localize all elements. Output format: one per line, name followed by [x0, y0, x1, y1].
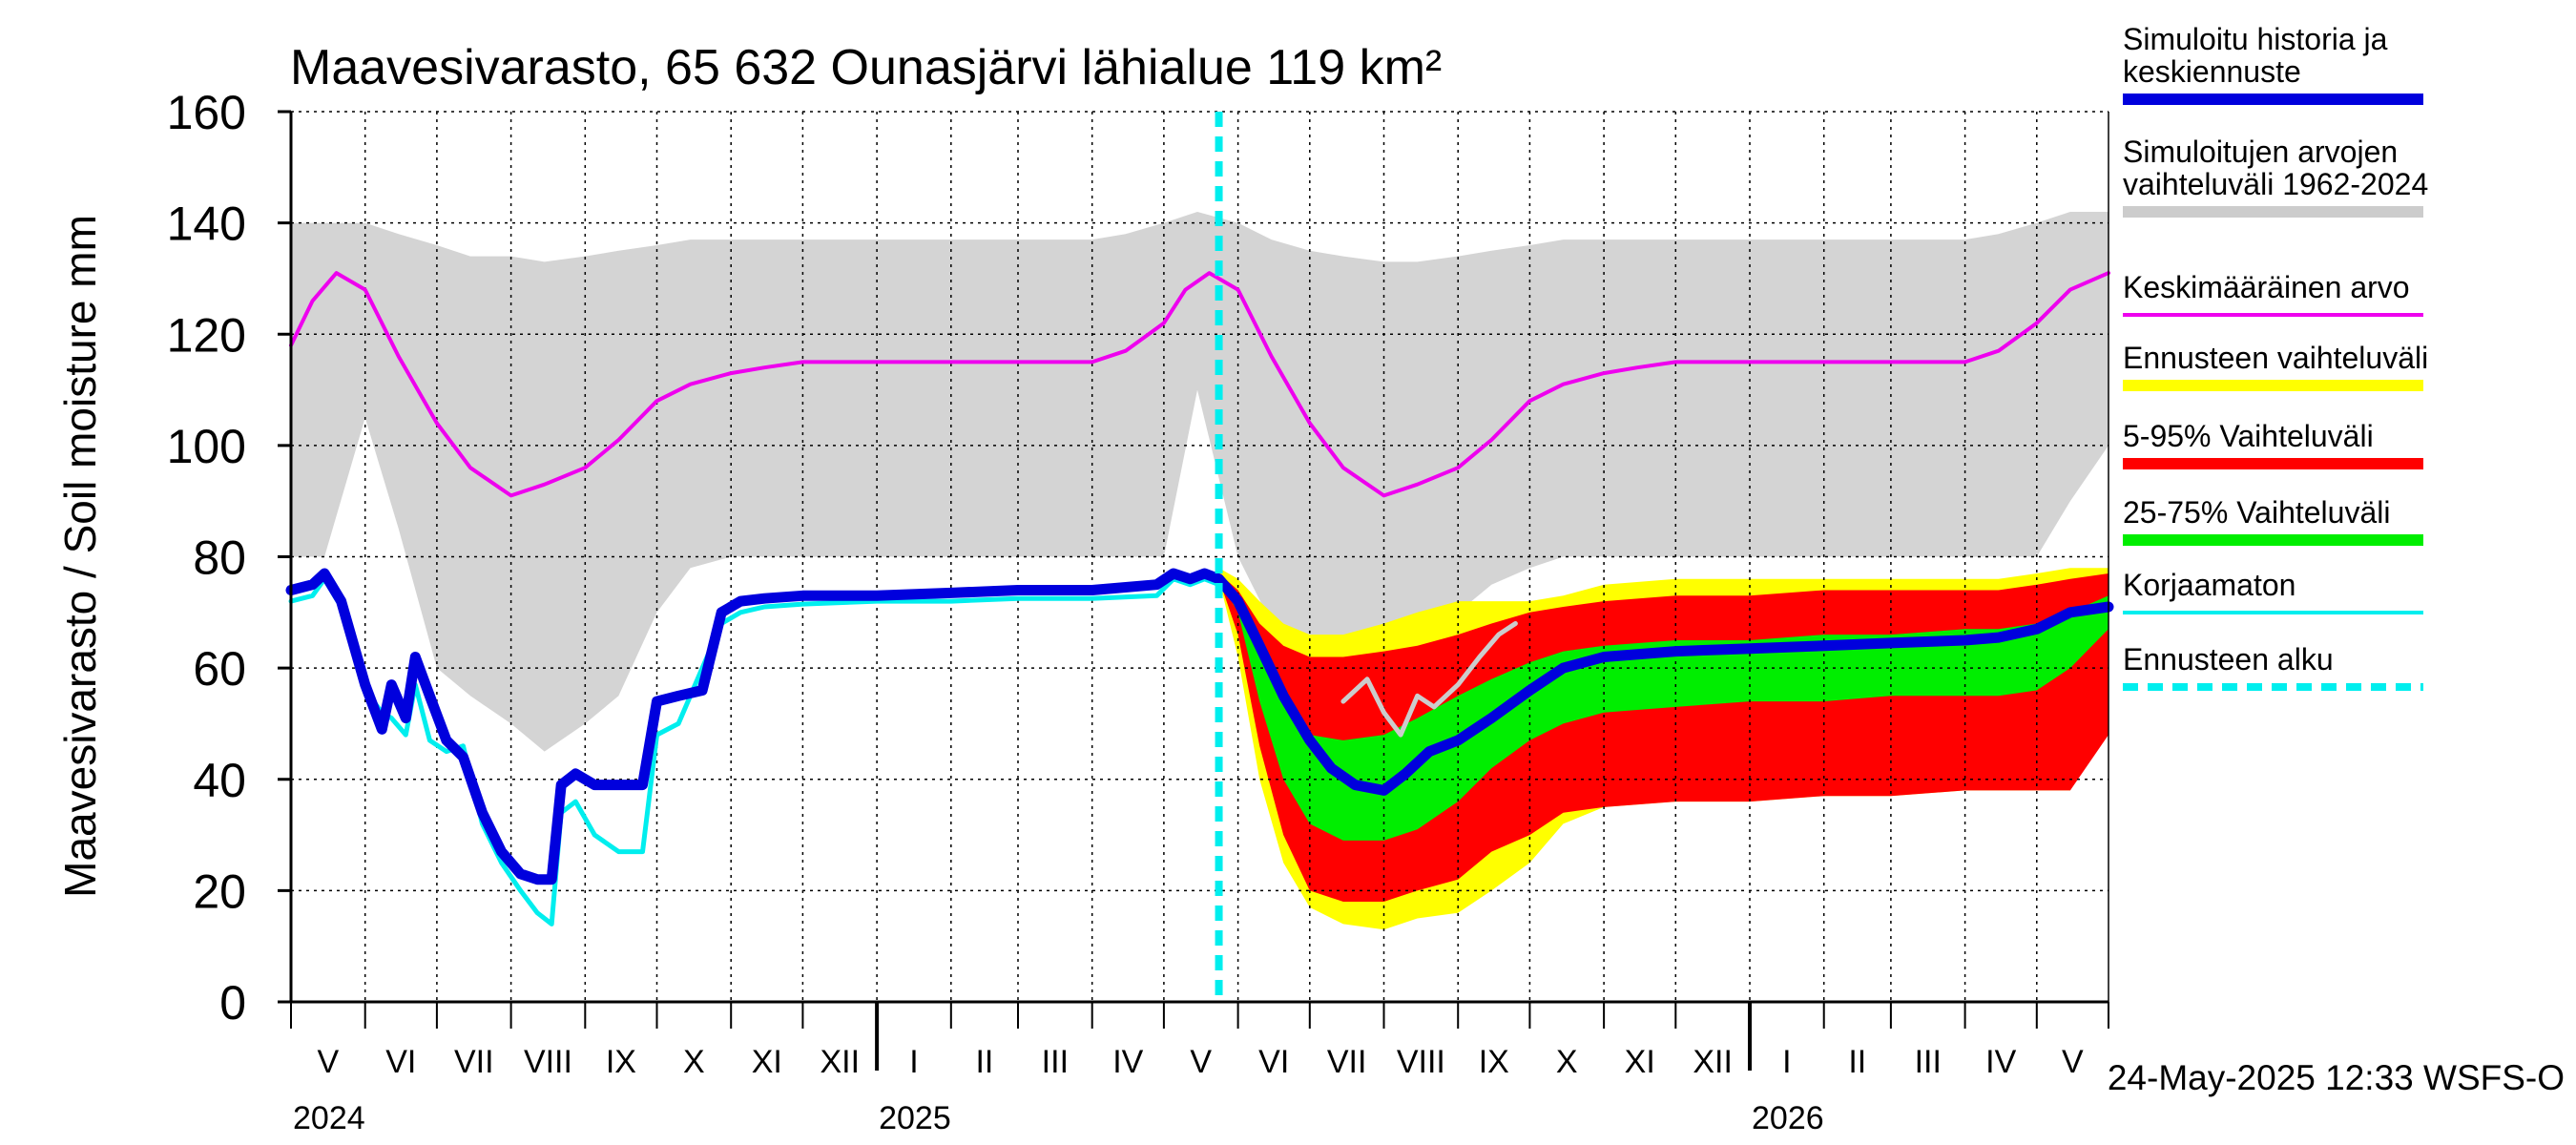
plot-lines	[285, 112, 2114, 1002]
y-tick-label: 60	[193, 642, 246, 696]
legend-label: Ennusteen vaihteluväli	[2123, 341, 2428, 375]
y-tick-label: 20	[193, 864, 246, 918]
plot-frame	[278, 110, 2109, 1071]
month-label: IV	[1985, 1044, 2016, 1080]
mean-line	[289, 271, 2110, 498]
y-tick-label: 40	[193, 754, 246, 807]
year-label: 2024	[293, 1100, 365, 1136]
legend-label: Simuloitujen arvojen	[2123, 135, 2398, 169]
month-label: X	[683, 1044, 705, 1080]
chart-title: Maavesivarasto, 65 632 Ounasjärvi lähial…	[290, 40, 1442, 95]
y-tick-label: 0	[219, 976, 246, 1030]
uncorrected-line	[288, 576, 1222, 926]
month-label: VIII	[524, 1044, 572, 1080]
month-label: V	[318, 1044, 340, 1080]
month-label: VIII	[1397, 1044, 1445, 1080]
y-tick-label: 80	[193, 531, 246, 585]
month-label: X	[1556, 1044, 1578, 1080]
plot-fills	[291, 212, 2109, 930]
legend-label: 25-75% Vaihteluväli	[2123, 495, 2390, 530]
month-label: III	[1915, 1044, 1942, 1080]
month-label: IX	[606, 1044, 636, 1080]
month-label: I	[1782, 1044, 1791, 1080]
legend-label: Simuloitu historia ja	[2123, 22, 2388, 56]
y-tick-label: 140	[167, 198, 246, 251]
month-label: II	[975, 1044, 993, 1080]
month-label: XI	[1625, 1044, 1655, 1080]
legend-label: Korjaamaton	[2123, 568, 2296, 602]
y-tick-label: 160	[167, 86, 246, 139]
year-label: 2025	[879, 1100, 951, 1136]
month-label: III	[1042, 1044, 1069, 1080]
legend-label: Keskimääräinen arvo	[2123, 270, 2410, 304]
month-label: VII	[454, 1044, 494, 1080]
y-axis-label: Maavesivarasto / Soil moisture mm	[55, 215, 105, 898]
legend-label: Ennusteen alku	[2123, 642, 2334, 677]
month-label: V	[2062, 1044, 2084, 1080]
month-label: I	[909, 1044, 918, 1080]
month-label: IX	[1479, 1044, 1509, 1080]
month-label: XI	[752, 1044, 782, 1080]
month-label: VI	[385, 1044, 416, 1080]
legend-label: keskiennuste	[2123, 54, 2301, 89]
timestamp: 24-May-2025 12:33 WSFS-O	[2108, 1058, 2565, 1097]
month-label: VII	[1327, 1044, 1367, 1080]
month-label: IV	[1112, 1044, 1143, 1080]
month-label: II	[1848, 1044, 1866, 1080]
gray-trace-line	[1340, 621, 1518, 738]
year-label: 2026	[1752, 1100, 1824, 1136]
legend-label: vaihteluväli 1962-2024	[2123, 167, 2428, 201]
legend-label: 5-95% Vaihteluväli	[2123, 419, 2374, 453]
simulated-line	[285, 568, 2114, 885]
month-label: V	[1190, 1044, 1212, 1080]
y-tick-label: 120	[167, 308, 246, 362]
plot-grid	[291, 111, 2109, 1002]
month-label: XII	[820, 1044, 860, 1080]
month-label: XII	[1693, 1044, 1733, 1080]
month-label: VI	[1258, 1044, 1289, 1080]
y-tick-label: 100	[167, 420, 246, 473]
historical-range-band	[291, 212, 2109, 752]
